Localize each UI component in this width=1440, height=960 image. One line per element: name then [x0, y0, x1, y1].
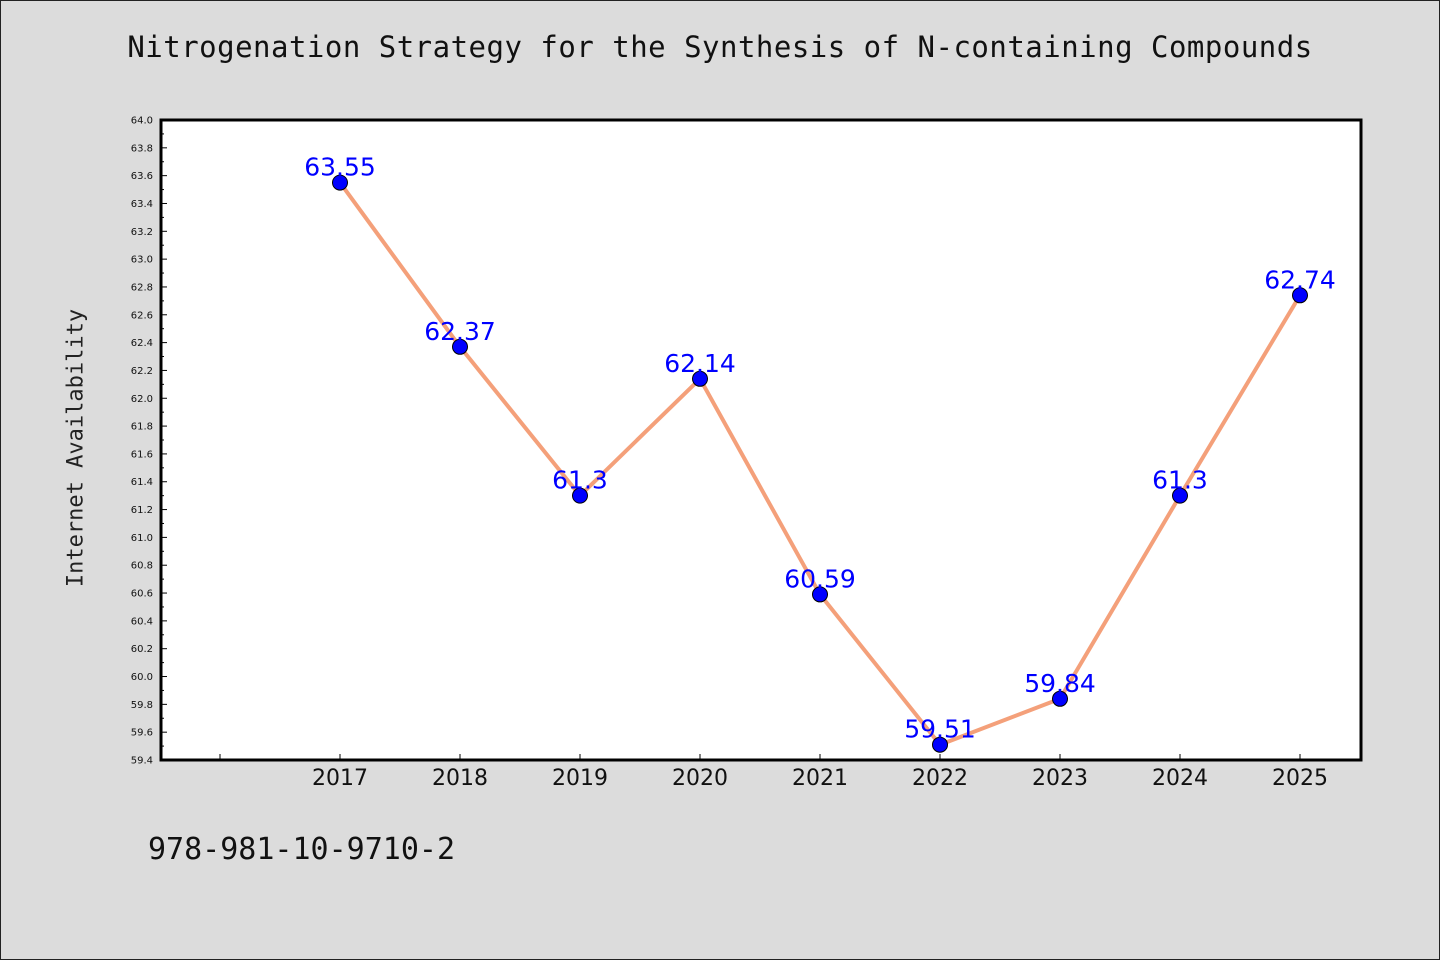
data-point-label: 59.51	[904, 715, 976, 744]
x-tick-label: 2021	[792, 766, 848, 791]
y-tick-label: 61.0	[131, 533, 153, 544]
y-tick-label: 60.0	[131, 672, 153, 683]
y-tick-label: 63.2	[131, 227, 153, 238]
data-point-label: 61.3	[552, 466, 608, 495]
y-tick-label: 61.4	[131, 477, 153, 488]
x-tick-label: 2025	[1272, 766, 1328, 791]
y-tick-label: 62.2	[131, 366, 153, 377]
data-point-marker	[1052, 690, 1068, 707]
data-label-group: 63.55 62.37 61.3 62.14 60.59 59.51 59.84 61.3 62…	[304, 153, 1336, 744]
y-tick-label: 63.4	[131, 199, 153, 210]
chart-title: Nitrogenation Strategy for the Synthesis…	[127, 30, 1313, 64]
data-point-marker	[812, 586, 828, 603]
data-point-label: 62.37	[424, 317, 496, 346]
plot-area	[161, 120, 1361, 760]
y-tick-label: 60.6	[131, 589, 153, 600]
data-point-marker	[452, 338, 468, 355]
data-point-label: 63.55	[304, 153, 376, 182]
y-tick-label: 59.4	[131, 756, 153, 767]
x-tick-label: 2019	[552, 766, 608, 791]
y-axis-ticks: 59.4 59.6 59.8 60.0 60.2 60.4 60.6 60.8 61.0 61.2…	[131, 116, 167, 767]
data-point-label: 62.74	[1264, 265, 1336, 294]
marker-group	[332, 174, 1308, 753]
x-tick-label: 2023	[1032, 766, 1088, 791]
y-tick-label: 63.8	[131, 143, 153, 154]
x-tick-label: 2017	[312, 766, 368, 791]
x-tick-label: 2024	[1152, 766, 1208, 791]
y-tick-label: 62.0	[131, 394, 153, 405]
x-axis-ticks: 2017 2018 2019 2020 2021 2022 2023 2024 2025	[219, 754, 1328, 791]
y-tick-label: 60.8	[131, 561, 153, 572]
y-tick-label: 59.6	[131, 728, 153, 739]
data-point-marker	[1172, 487, 1188, 504]
y-tick-label: 60.2	[131, 644, 153, 655]
y-tick-label: 63.6	[131, 171, 153, 182]
data-point-marker	[932, 736, 948, 753]
isbn-text: 978-981-10-9710-2	[148, 832, 456, 867]
data-point-marker	[572, 487, 588, 504]
y-tick-label: 61.2	[131, 505, 153, 516]
data-point-label: 62.14	[664, 349, 736, 378]
y-tick-label: 61.6	[131, 449, 153, 460]
y-tick-label: 62.4	[131, 338, 153, 349]
data-point-label: 61.3	[1152, 466, 1208, 495]
y-tick-label: 62.8	[131, 282, 153, 293]
y-tick-label: 59.8	[131, 700, 153, 711]
plot-border	[159, 118, 1363, 762]
data-point-marker	[1292, 287, 1308, 304]
y-tick-label: 64.0	[131, 116, 153, 127]
y-tick-label: 63.0	[131, 255, 153, 266]
data-point-label: 60.59	[784, 564, 856, 593]
y-tick-label: 62.6	[131, 310, 153, 321]
data-point-marker	[692, 370, 708, 387]
x-tick-label: 2022	[912, 766, 968, 791]
data-point-marker	[332, 174, 348, 191]
data-point-label: 59.84	[1024, 669, 1096, 698]
y-tick-label: 61.8	[131, 422, 153, 433]
x-tick-label: 2020	[672, 766, 728, 791]
y-tick-label: 60.4	[131, 616, 153, 627]
x-tick-label: 2018	[432, 766, 488, 791]
